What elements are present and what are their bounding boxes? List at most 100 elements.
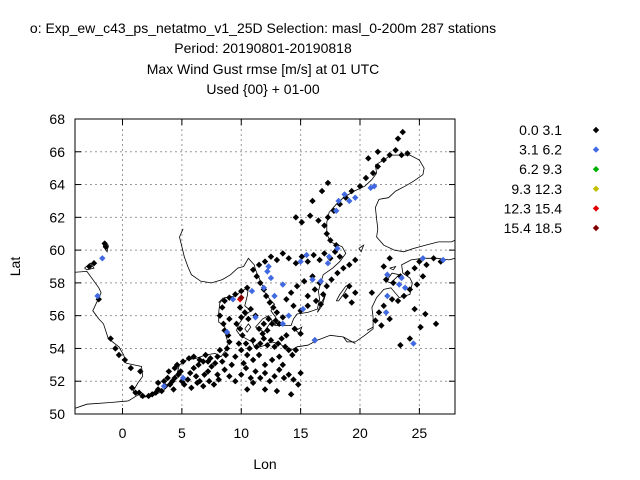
station-point [257, 340, 264, 347]
station-point [303, 251, 310, 259]
station-point [279, 361, 287, 369]
station-point [216, 346, 224, 354]
station-point [221, 327, 228, 334]
station-point [223, 345, 231, 352]
station-point [281, 343, 289, 351]
station-point [374, 163, 382, 170]
station-point [247, 374, 254, 382]
station-point [304, 258, 311, 265]
station-point [375, 309, 383, 316]
station-point [94, 292, 101, 300]
legend-label: 3.1 6.2 [519, 142, 562, 158]
station-point [226, 373, 233, 380]
legend: 0.0 3.1 3.1 6.2 6.2 9.3 9.3 12.3 12.3 15.4 15… [504, 122, 600, 236]
station-point [290, 376, 297, 383]
station-point [229, 296, 237, 303]
station-point [214, 371, 221, 378]
station-point [260, 284, 268, 292]
x-tick-label: 0 [119, 425, 127, 441]
coastline [140, 257, 455, 398]
station-point [184, 376, 192, 383]
station-point [336, 253, 344, 260]
station-point [195, 361, 202, 369]
station-point [341, 191, 348, 198]
station-point [211, 359, 219, 367]
station-point [417, 323, 424, 331]
station-point [272, 317, 279, 324]
station-point [422, 310, 429, 318]
station-point [223, 328, 231, 336]
station-point [219, 358, 226, 365]
station-point [392, 146, 399, 154]
station-point [171, 364, 178, 372]
station-point [160, 382, 168, 390]
station-point [226, 338, 233, 346]
station-point [287, 391, 295, 398]
station-point [207, 355, 214, 362]
station-point [152, 389, 159, 396]
station-point [323, 282, 330, 290]
station-point [311, 337, 319, 344]
station-point [334, 269, 341, 277]
y-tick-label: 50 [49, 406, 65, 422]
station-point [247, 305, 254, 313]
x-tick-label: 15 [293, 425, 309, 441]
station-point [268, 356, 276, 364]
station-point [401, 284, 409, 292]
station-point [148, 391, 156, 398]
station-point [419, 255, 427, 262]
station-point [295, 381, 302, 388]
station-point [362, 174, 370, 182]
station-point [306, 212, 314, 219]
station-point [241, 309, 249, 316]
station-point [214, 353, 221, 360]
station-point [346, 282, 353, 290]
coastline-map [75, 154, 455, 409]
station-point [348, 299, 355, 306]
coastline [218, 297, 224, 303]
station-point [309, 197, 316, 205]
coastline [244, 323, 252, 333]
x-tick-label: 5 [178, 425, 186, 441]
station-point [205, 378, 213, 385]
station-point [279, 314, 287, 321]
station-point [328, 276, 335, 283]
station-point [145, 392, 152, 400]
chart-title-line-3: Max Wind Gust rmse [m/s] at 01 UTC [146, 61, 380, 77]
station-point [292, 346, 300, 354]
y-tick-label: 58 [49, 275, 65, 291]
station-point [297, 330, 304, 337]
station-point [224, 332, 232, 339]
station-point [321, 250, 328, 257]
station-point [266, 378, 273, 385]
station-point [285, 371, 292, 378]
station-point [374, 148, 382, 155]
station-point [166, 381, 174, 388]
station-point [252, 314, 259, 321]
legend-label: 12.3 15.4 [504, 200, 563, 216]
station-point [204, 368, 212, 375]
station-point [309, 273, 316, 280]
station-point [386, 151, 393, 159]
station-point [243, 284, 251, 292]
station-point [321, 222, 328, 229]
station-point [404, 269, 411, 277]
station-point [289, 351, 296, 359]
coastline [295, 326, 303, 335]
x-tick-label: 10 [233, 425, 249, 441]
station-point [371, 182, 378, 190]
station-point [86, 263, 93, 270]
station-point [325, 253, 333, 260]
station-point [216, 312, 224, 319]
station-point [398, 274, 405, 282]
station-point [115, 351, 123, 359]
y-tick-label: 62 [49, 209, 65, 225]
station-point [271, 373, 278, 380]
station-point [283, 296, 290, 303]
station-point [139, 392, 146, 400]
station-point [335, 197, 342, 205]
station-point [232, 291, 239, 298]
station-point [430, 255, 437, 262]
station-point [228, 361, 235, 369]
station-point [274, 340, 282, 347]
